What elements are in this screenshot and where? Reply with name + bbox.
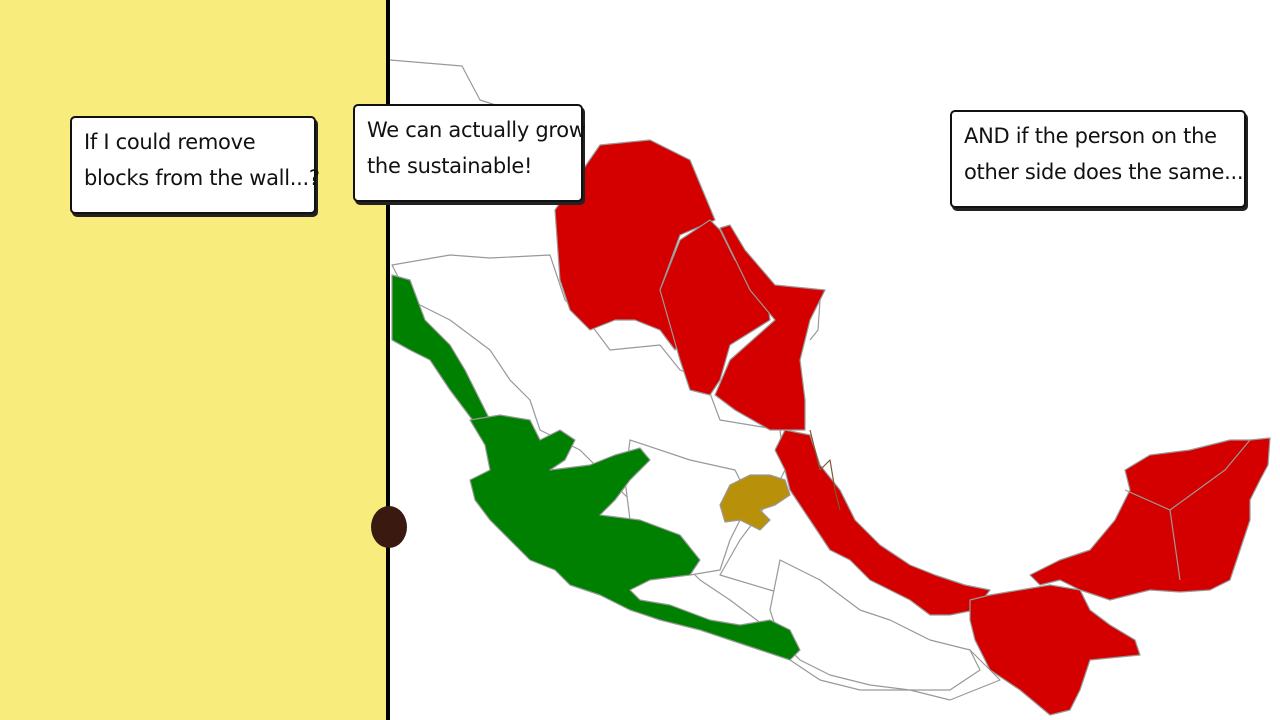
region-red-south xyxy=(969,584,1141,716)
border-line xyxy=(390,59,506,109)
speech-bubble-right: AND if the person on the other side does… xyxy=(950,110,1246,208)
mexico-map xyxy=(390,0,1280,720)
region-red-northeast-2 xyxy=(714,224,826,431)
region-red-yucatan xyxy=(1029,437,1271,601)
bubble-left-line1: If I could remove xyxy=(84,130,256,154)
map-svg xyxy=(390,59,1271,716)
region-gold xyxy=(719,474,791,531)
bubble-middle-line1: We can actually grow xyxy=(367,118,586,142)
yellow-wall-panel xyxy=(0,0,390,720)
region-red-yucatan-line-2 xyxy=(1169,439,1251,511)
coast-line-east xyxy=(809,429,841,511)
door-knob xyxy=(371,506,407,548)
region-green-west xyxy=(469,414,801,661)
bubble-middle-line2: the sustainable! xyxy=(367,154,533,178)
coast-line-northeast xyxy=(809,299,821,341)
speech-bubble-left: If I could remove blocks from the wall..… xyxy=(70,116,320,214)
bubble-left-line2: blocks from the wall...? xyxy=(84,166,320,190)
region-red-northeast-1 xyxy=(659,219,771,396)
speech-bubble-middle: We can actually grow the sustainable! xyxy=(353,104,586,202)
region-red-gulf xyxy=(774,429,991,616)
bubble-right-line2: other side does the same... xyxy=(964,160,1244,184)
bubble-right-line1: AND if the person on the xyxy=(964,124,1217,148)
